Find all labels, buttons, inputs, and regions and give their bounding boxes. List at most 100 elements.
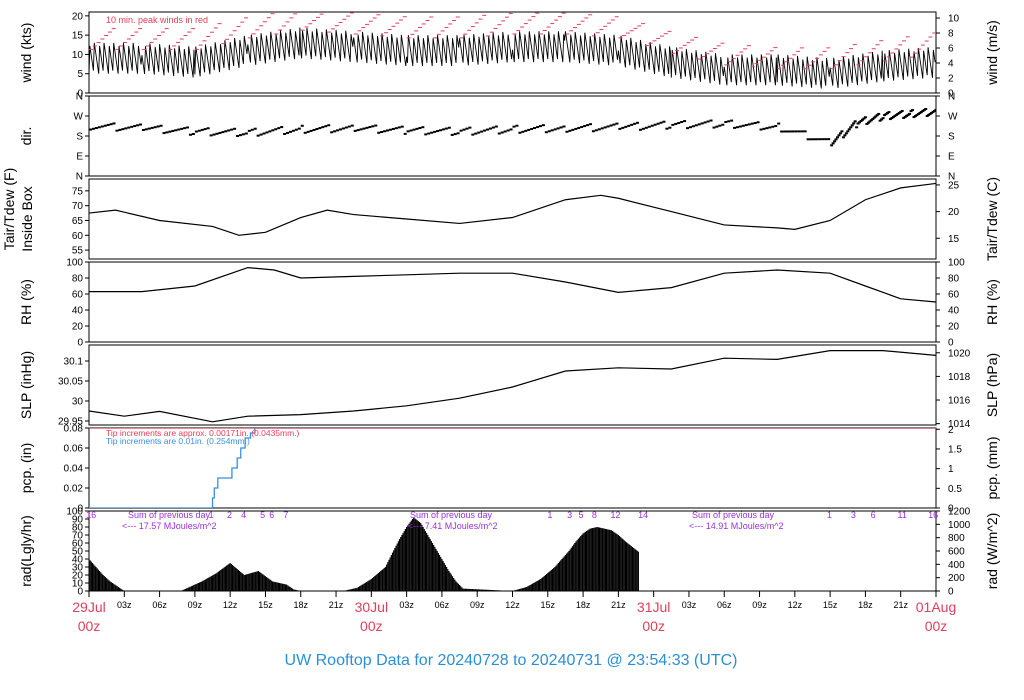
direction-point	[836, 136, 840, 139]
direction-point	[911, 109, 915, 112]
direction-point	[397, 126, 401, 129]
direction-point	[512, 125, 516, 128]
direction-point	[853, 120, 857, 123]
direction-point	[603, 126, 607, 129]
direction-point	[762, 127, 766, 130]
humidity-ytick-label: 0	[77, 338, 83, 349]
precipitation-ytick-label: 0.08	[64, 424, 84, 435]
direction-point	[441, 128, 445, 131]
direction-point	[706, 120, 710, 123]
radiation-summary-label: Sum of previous day	[692, 510, 775, 520]
direction-point	[788, 130, 792, 133]
direction-point	[168, 130, 172, 133]
humidity-ytick-right-label: 40	[948, 306, 960, 317]
direction-point	[903, 115, 907, 118]
direction-point	[365, 126, 369, 129]
direction-point	[849, 126, 853, 129]
direction-ytick-right-label: E	[948, 152, 955, 163]
direction-point	[371, 125, 375, 128]
direction-point	[902, 116, 906, 119]
direction-point	[256, 134, 260, 137]
direction-point	[274, 128, 278, 131]
direction-point	[380, 131, 384, 133]
direction-point	[333, 130, 337, 133]
direction-point	[383, 130, 387, 133]
humidity-ytick-right-label: 0	[948, 338, 954, 349]
precipitation-ylabel-right: pcp. (mm)	[984, 437, 1000, 500]
direction-point	[927, 113, 931, 116]
radiation-summary-value: <--- 7.41 MJoules/m^2	[408, 521, 498, 531]
direction-point	[863, 116, 867, 119]
x-tick-label: 09z	[188, 600, 203, 610]
direction-point	[683, 120, 687, 123]
direction-point	[597, 128, 601, 131]
direction-point	[688, 126, 692, 129]
x-tick-label: 12z	[505, 600, 520, 610]
direction-point	[847, 128, 851, 131]
direction-point	[703, 121, 707, 124]
direction-point	[533, 127, 537, 130]
radiation-hour-mark: 16	[86, 510, 96, 520]
direction-point	[733, 126, 737, 129]
direction-point	[233, 127, 237, 130]
direction-point	[577, 126, 581, 129]
direction-ylabel: dir.	[18, 127, 34, 146]
direction-point	[627, 124, 631, 127]
x-tick-label: 21z	[893, 600, 908, 610]
panel-humidity: 0 20 40 60 80 100 0 20 40 60 80 100 RH (%) RH (%)	[18, 258, 1000, 349]
direction-point	[303, 131, 307, 134]
direction-ytick-right-label: S	[948, 132, 955, 143]
direction-point	[483, 129, 487, 132]
direction-point	[350, 124, 354, 127]
x-tick-label: 18z	[858, 600, 873, 610]
direction-point	[436, 130, 440, 133]
direction-point	[130, 125, 134, 128]
direction-point	[515, 124, 519, 127]
direction-point	[887, 111, 891, 114]
direction-point	[218, 131, 222, 134]
direction-point	[262, 132, 266, 135]
pressure-frame	[88, 344, 937, 426]
direction-point	[830, 144, 834, 147]
direction-point	[744, 124, 748, 127]
direction-point	[368, 126, 372, 129]
radiation-ytick-label: 40	[72, 555, 84, 566]
wind-frame	[88, 11, 937, 94]
direction-point	[600, 127, 604, 130]
direction-point	[362, 127, 366, 130]
direction-point	[180, 127, 184, 130]
direction-point	[421, 126, 425, 129]
direction-point	[136, 124, 140, 127]
wind-ylabel: wind (kts)	[18, 23, 34, 84]
direction-point	[565, 130, 569, 133]
direction-point	[450, 133, 454, 136]
radiation-ytick-label: 90	[72, 515, 84, 526]
direction-point	[394, 127, 398, 130]
direction-point	[933, 109, 936, 112]
direction-point	[780, 130, 784, 133]
humidity-ytick-right-label: 20	[948, 322, 960, 333]
humidity-ytick-right-label: 60	[948, 290, 960, 301]
direction-point	[480, 130, 484, 133]
direction-point	[650, 124, 654, 127]
direction-point	[200, 128, 204, 131]
humidity-data	[89, 266, 936, 303]
direction-point	[427, 132, 431, 135]
radiation-hour-mark: 1	[547, 510, 552, 520]
direction-point	[94, 127, 98, 130]
direction-point	[430, 131, 434, 134]
direction-point	[827, 138, 831, 141]
direction-point	[680, 121, 684, 124]
direction-point	[503, 130, 507, 133]
direction-point	[338, 128, 342, 131]
direction-point	[541, 124, 545, 127]
direction-frame	[88, 95, 937, 177]
pressure-ylabel: SLP (inHg)	[18, 351, 34, 419]
direction-point	[294, 128, 298, 131]
pressure-ytick-label: 29.95	[58, 417, 83, 428]
wind-ytick-label: 0	[77, 89, 83, 100]
precip-note: Tip increments are 0.01in. (0.254mm.)	[106, 436, 250, 446]
direction-point	[809, 138, 813, 141]
precipitation-ytick-right-label: 1	[948, 464, 954, 475]
